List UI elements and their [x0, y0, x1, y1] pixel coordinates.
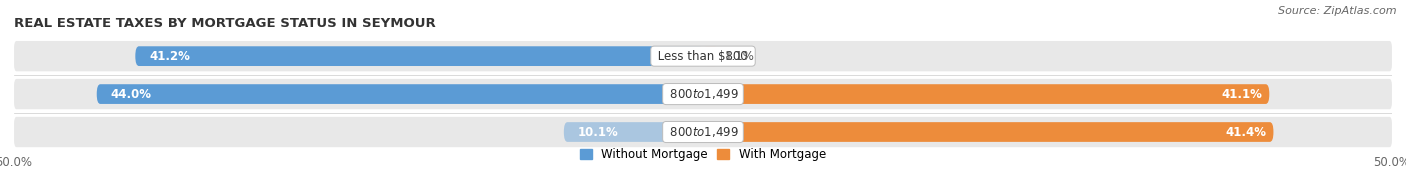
- FancyBboxPatch shape: [14, 41, 1392, 71]
- Text: 41.1%: 41.1%: [1222, 88, 1263, 101]
- Text: $800 to $1,499: $800 to $1,499: [666, 125, 740, 139]
- Text: 44.0%: 44.0%: [111, 88, 152, 101]
- FancyBboxPatch shape: [14, 117, 1392, 147]
- FancyBboxPatch shape: [703, 84, 1270, 104]
- FancyBboxPatch shape: [703, 46, 718, 66]
- Legend: Without Mortgage, With Mortgage: Without Mortgage, With Mortgage: [581, 148, 825, 161]
- FancyBboxPatch shape: [135, 46, 703, 66]
- FancyBboxPatch shape: [564, 122, 703, 142]
- Text: Less than $800: Less than $800: [654, 50, 752, 63]
- FancyBboxPatch shape: [703, 122, 1274, 142]
- Text: $800 to $1,499: $800 to $1,499: [666, 87, 740, 101]
- Text: 41.4%: 41.4%: [1226, 125, 1267, 139]
- Text: REAL ESTATE TAXES BY MORTGAGE STATUS IN SEYMOUR: REAL ESTATE TAXES BY MORTGAGE STATUS IN …: [14, 17, 436, 30]
- FancyBboxPatch shape: [97, 84, 703, 104]
- Text: 41.2%: 41.2%: [149, 50, 190, 63]
- Text: Source: ZipAtlas.com: Source: ZipAtlas.com: [1278, 6, 1396, 16]
- FancyBboxPatch shape: [14, 79, 1392, 109]
- Text: 1.1%: 1.1%: [725, 50, 755, 63]
- Text: 10.1%: 10.1%: [578, 125, 619, 139]
